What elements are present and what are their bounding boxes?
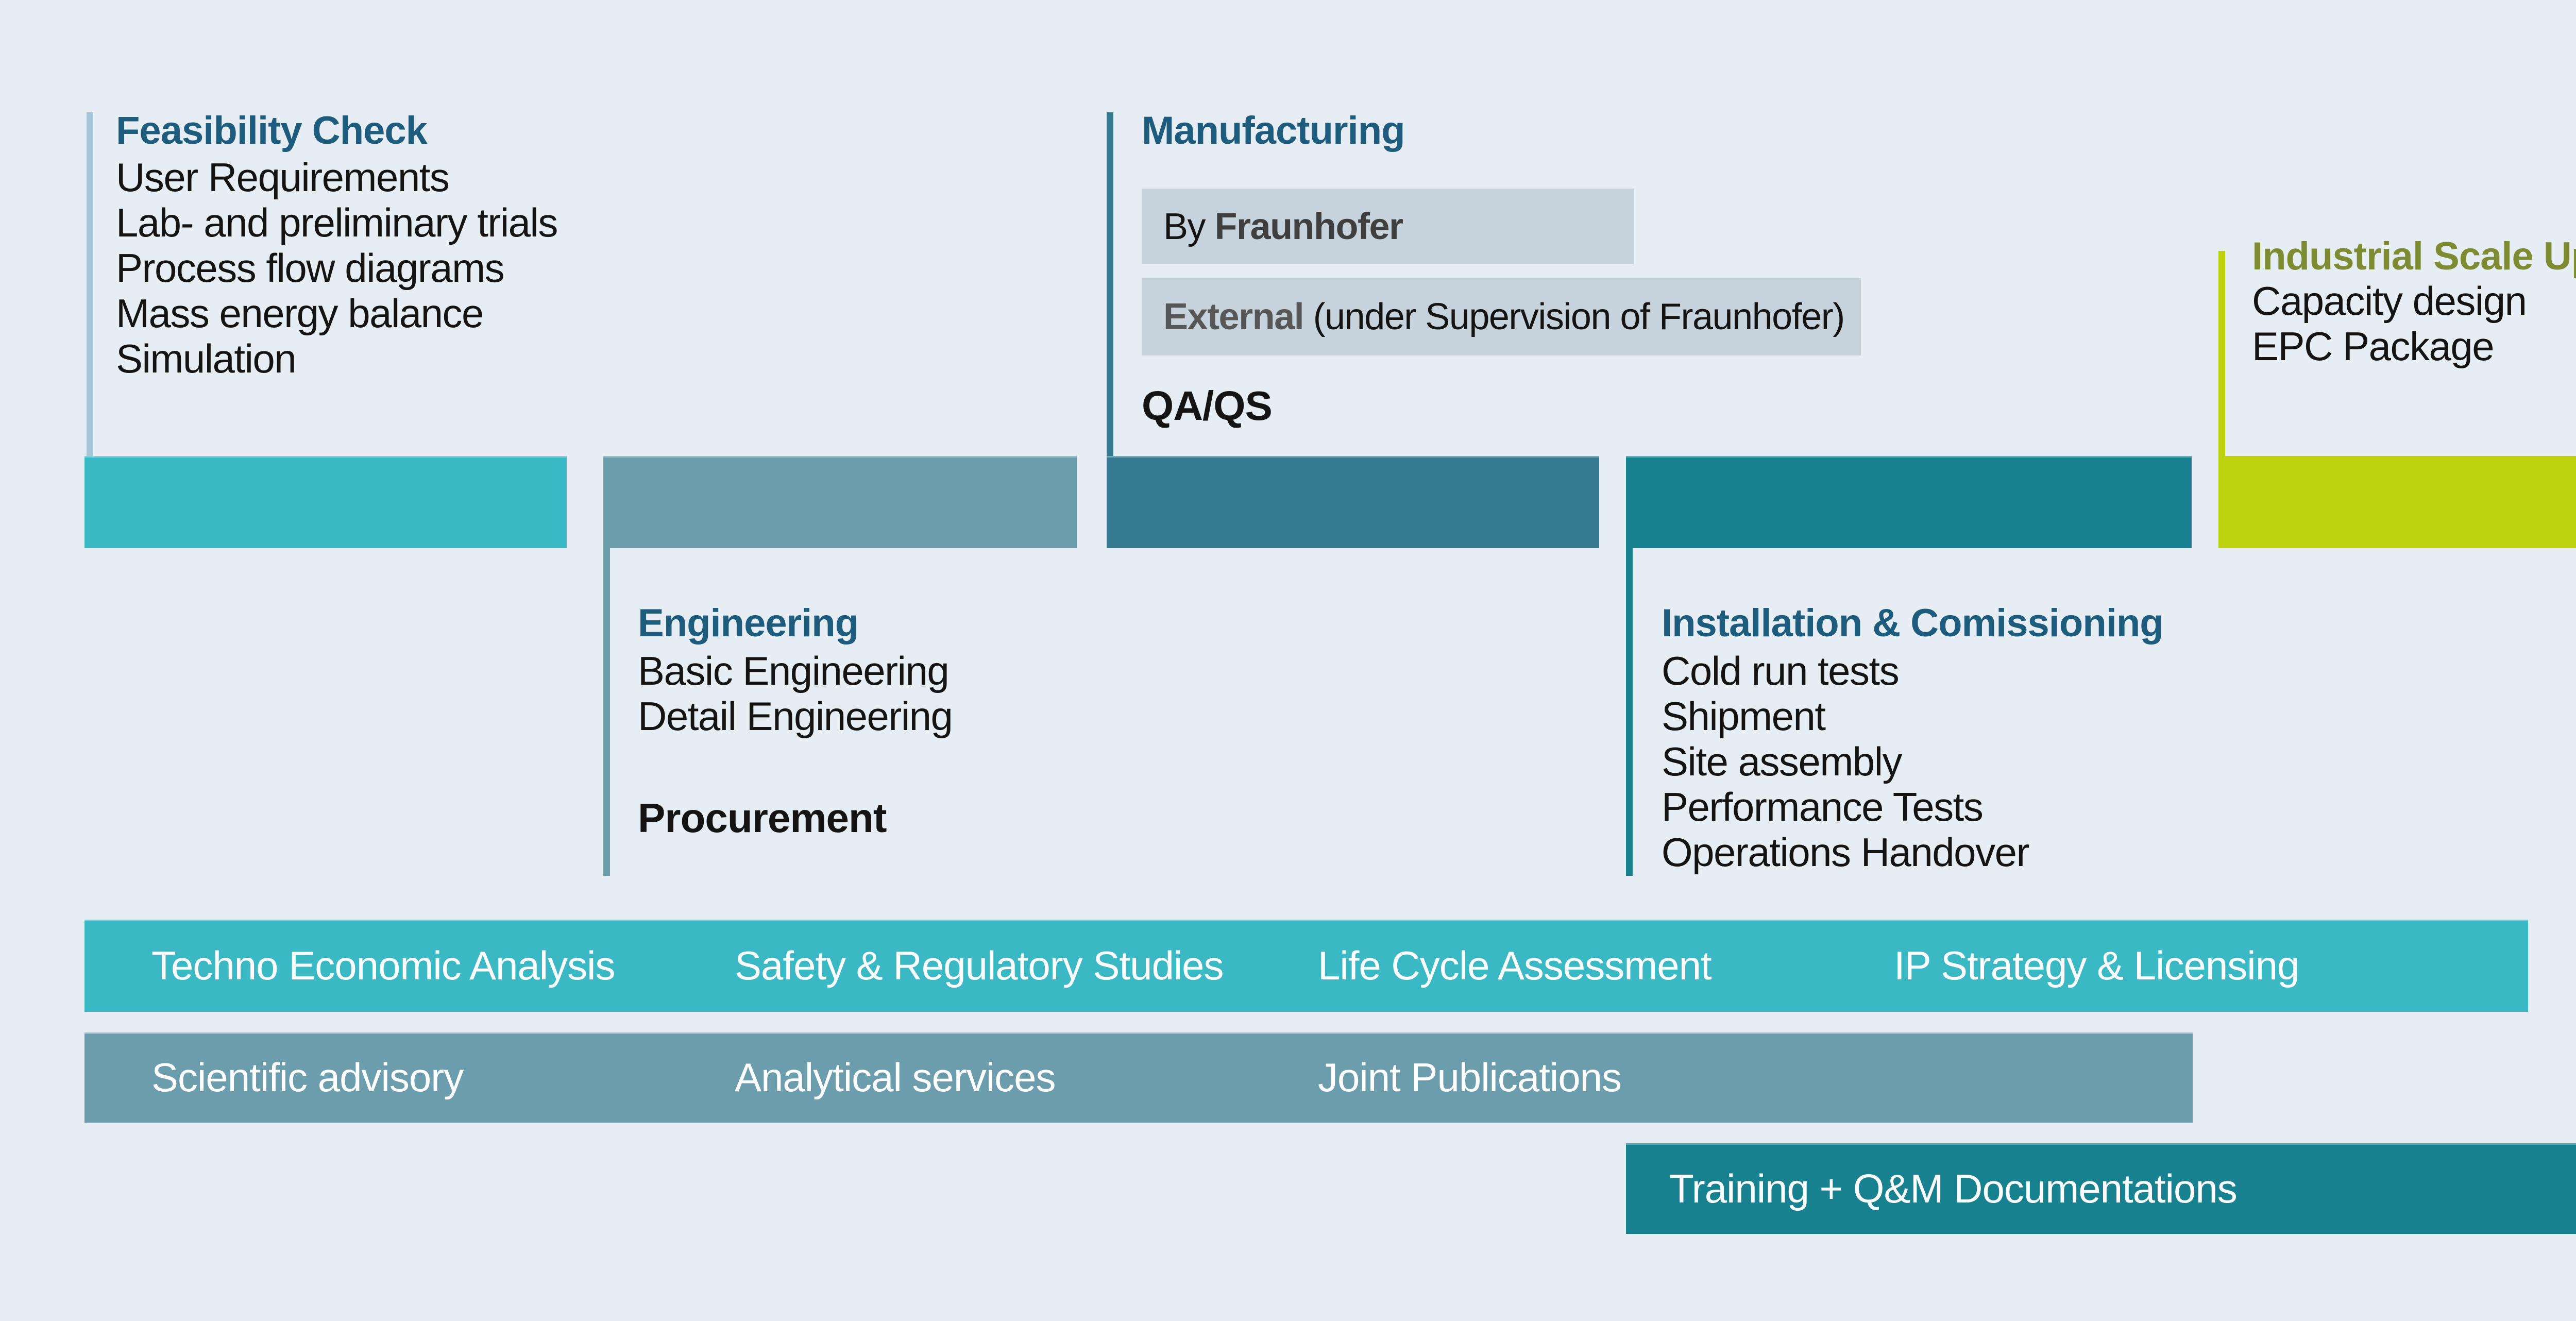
installation-phase-bar (1626, 456, 2192, 548)
services-bar-darkteal: Training + Q&M Documentations (1626, 1143, 2576, 1234)
engineering-title: Engineering (638, 601, 859, 645)
external-text: External (under Supervision of Fraunhofe… (1163, 296, 1845, 338)
procurement-label: Procurement (638, 795, 887, 841)
list-item: Simulation (116, 336, 297, 381)
list-item: User Requirements (116, 155, 450, 200)
list-item: Mass energy balance (116, 291, 484, 336)
box-text-prefix: By (1163, 206, 1215, 247)
list-item: EPC Package (2252, 324, 2495, 369)
manufacturing-title: Manufacturing (1142, 109, 1405, 153)
service-label: Techno Economic Analysis (151, 943, 615, 988)
list-item: Site assembly (1662, 739, 1903, 784)
manufacturing-connector-line (1107, 112, 1113, 456)
installation-item-list: Cold run tests Shipment Site assembly Pe… (1662, 648, 2029, 875)
feasibility-title: Feasibility Check (116, 109, 428, 153)
list-item: Lab- and preliminary trials (116, 200, 558, 245)
services-bar-gray: Scientific advisory Analytical services … (84, 1032, 2193, 1123)
list-item: Cold run tests (1662, 648, 1900, 693)
list-item: Operations Handover (1662, 829, 2029, 875)
manufacturing-phase-bar (1107, 456, 1599, 548)
feasibility-item-list: User Requirements Lab- and preliminary t… (116, 155, 558, 381)
list-item: Capacity design (2252, 278, 2527, 324)
list-item: Detail Engineering (638, 693, 953, 739)
external-box: External (under Supervision of Fraunhofe… (1142, 278, 1861, 355)
fraunhofer-bold-text: Fraunhofer (1214, 206, 1404, 247)
external-bold-text: External (1163, 296, 1304, 337)
feasibility-connector-line (87, 112, 93, 456)
services-bar-teal: Techno Economic Analysis Safety & Regula… (84, 920, 2528, 1012)
engineering-phase-bar (603, 456, 1077, 548)
list-item: Performance Tests (1662, 784, 1984, 829)
scaleup-title: Industrial Scale Up (2252, 234, 2576, 278)
service-label: Safety & Regulatory Studies (735, 943, 1224, 988)
qaqs-label: QA/QS (1142, 383, 1273, 429)
scaleup-connector-line (2218, 251, 2225, 456)
box-text-rest: (under Supervision of Fraunhofer) (1303, 296, 1845, 337)
engineering-connector-line (603, 548, 610, 876)
service-label: Life Cycle Assessment (1318, 943, 1712, 988)
service-label: Training + Q&M Documentations (1669, 1165, 2238, 1211)
scaleup-item-list: Capacity design EPC Package (2252, 278, 2527, 369)
feasibility-phase-bar (84, 456, 567, 548)
by-fraunhofer-box: By Fraunhofer (1142, 189, 1634, 264)
list-item: Basic Engineering (638, 648, 950, 693)
list-item: Process flow diagrams (116, 245, 505, 291)
engineering-item-list: Basic Engineering Detail Engineering (638, 648, 953, 739)
by-fraunhofer-text: By Fraunhofer (1163, 206, 1403, 248)
service-label: IP Strategy & Licensing (1894, 943, 2299, 988)
installation-title: Installation & Comissioning (1662, 601, 2164, 645)
service-label: Analytical services (735, 1055, 1056, 1100)
installation-connector-line (1626, 548, 1633, 876)
list-item: Shipment (1662, 693, 1826, 739)
service-label: Scientific advisory (151, 1055, 464, 1100)
service-label: Joint Publications (1318, 1055, 1622, 1100)
scaleup-arrow-bar (2218, 456, 2576, 548)
